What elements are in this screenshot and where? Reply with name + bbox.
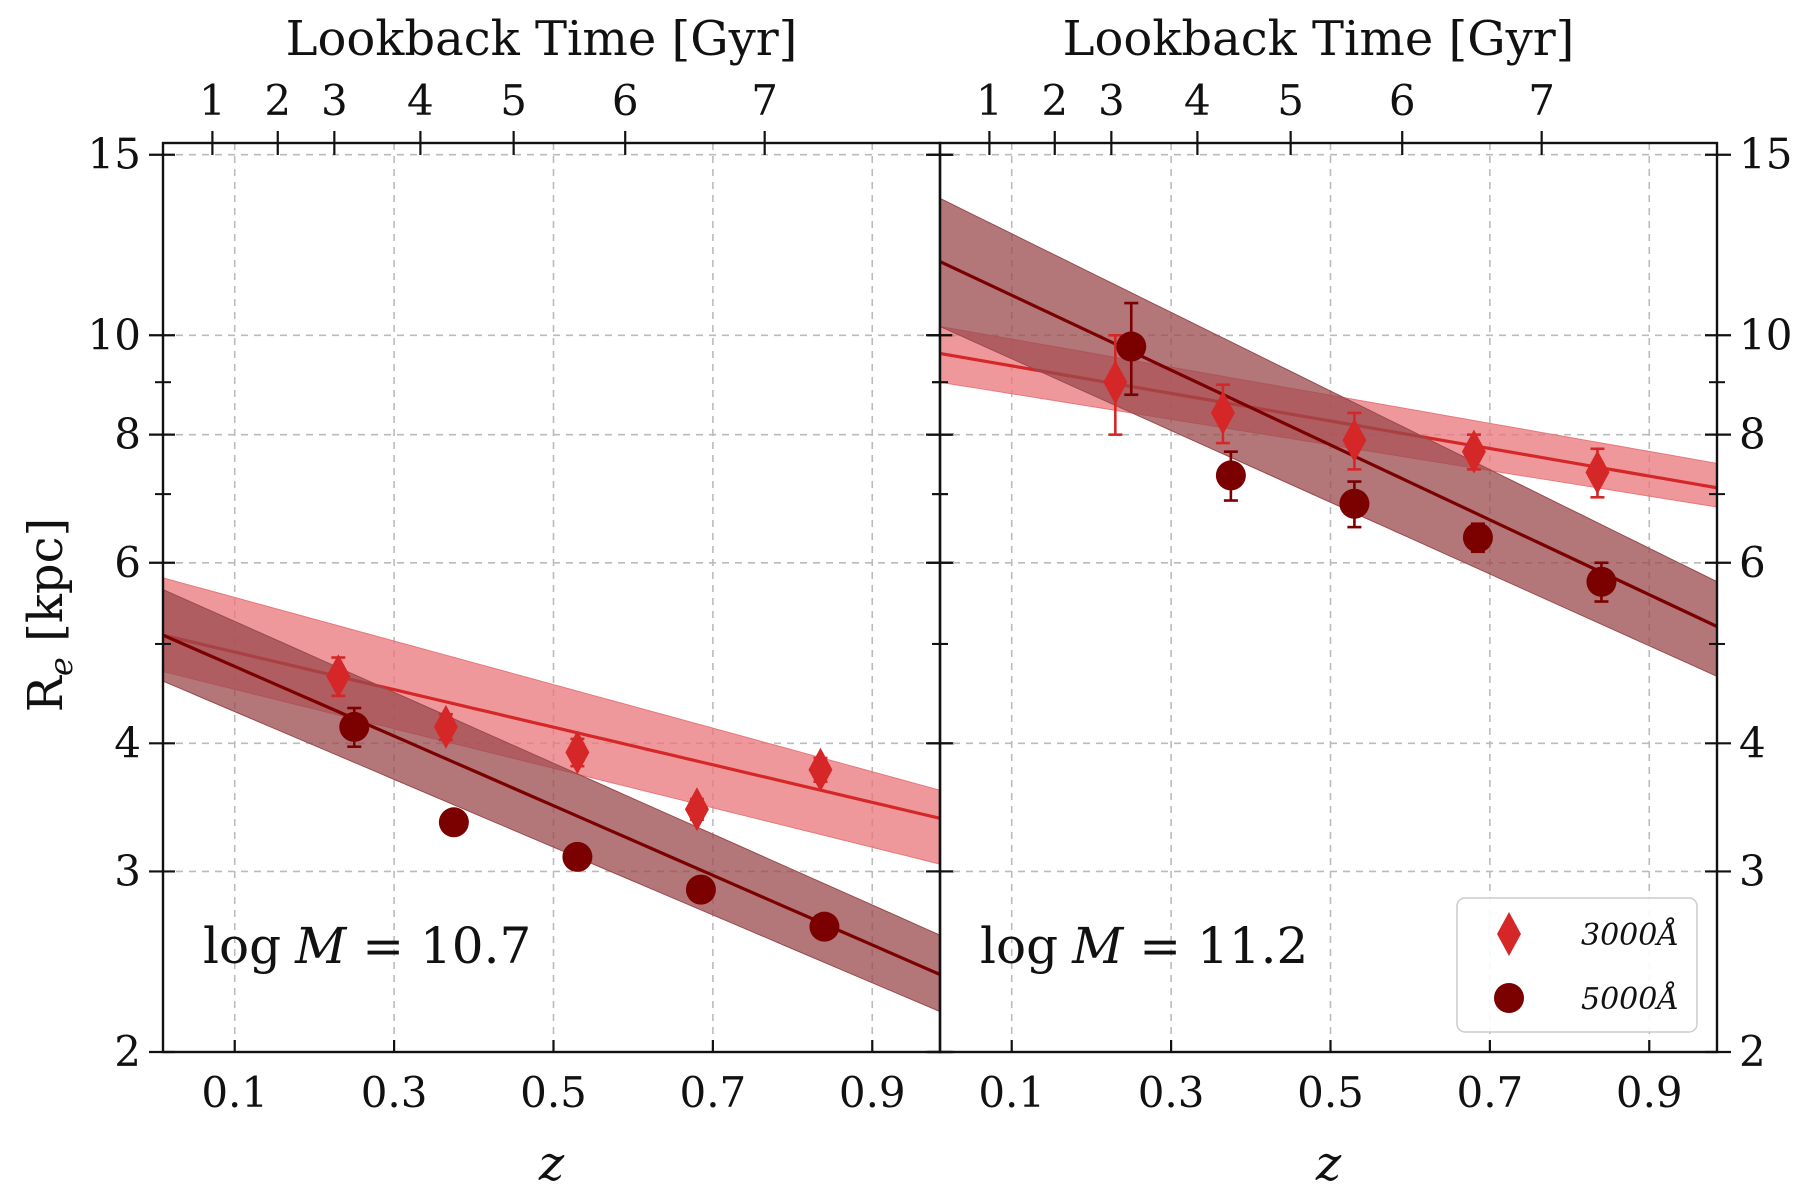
y-tick-label: 10	[88, 310, 141, 359]
data-point-diamond	[1342, 418, 1367, 463]
y-tick-label: 3	[114, 846, 141, 895]
mass-annotation-fn: log	[203, 917, 281, 975]
x-axis-bottom: 0.1 0.3 0.5 0.7 0.9 z	[201, 1040, 906, 1192]
data-point-circle	[809, 911, 840, 942]
data-point-circle	[438, 807, 469, 838]
x-tick-label: 0.3	[1138, 1068, 1205, 1117]
mass-annotation-value: = 10.7	[346, 917, 531, 975]
x-tick-label: 0.7	[679, 1068, 746, 1117]
top-tick-label: 3	[321, 76, 348, 125]
data-point-diamond	[1103, 360, 1128, 405]
x-tick-label: 0.5	[1297, 1068, 1364, 1117]
x-tick-label: 0.7	[1456, 1068, 1523, 1117]
data-point-circle	[339, 711, 370, 742]
y-tick-label: 4	[1739, 718, 1766, 767]
top-tick-label: 4	[1184, 76, 1211, 125]
data-point-diamond	[808, 747, 833, 792]
x-tick-label: 0.1	[201, 1068, 268, 1117]
series-5000	[1116, 301, 1617, 603]
data-point-diamond	[1585, 450, 1610, 495]
y-axis-label-main: R	[18, 674, 74, 712]
y-tick-label: 6	[114, 538, 141, 587]
series-3000	[1103, 333, 1610, 499]
y-tick-label: 3	[1739, 846, 1766, 895]
x-axis-bottom: 0.1 0.3 0.5 0.7 0.9 z	[978, 1040, 1683, 1192]
data-point-diamond	[433, 704, 458, 749]
top-tick-label: 5	[1277, 76, 1304, 125]
x-tick-label: 0.3	[361, 1068, 428, 1117]
x-tick-label: 0.9	[1616, 1068, 1683, 1117]
plot-area	[163, 577, 940, 1013]
data-point-circle	[1339, 488, 1370, 519]
top-tick-label: 5	[500, 76, 527, 125]
y-tick-label: 6	[1739, 538, 1766, 587]
x-axis-top: 1 2 3 4 5 6 7 Lookback Time [Gyr]	[199, 11, 797, 155]
confidence-band-5000	[163, 588, 940, 1013]
y-tick-label: 2	[1739, 1027, 1766, 1076]
data-point-circle	[1116, 331, 1147, 362]
data-point-circle	[1462, 522, 1493, 553]
y-axis-label: Re [kpc]	[18, 518, 80, 712]
y-tick-label: 15	[1739, 130, 1792, 179]
data-point-circle	[1586, 566, 1617, 597]
data-point-diamond	[1210, 390, 1235, 435]
y-tick-label: 4	[114, 718, 141, 767]
y-tick-label: 10	[1739, 310, 1792, 359]
top-tick-label: 1	[976, 76, 1003, 125]
mass-annotation: log M = 11.2	[980, 917, 1308, 975]
top-tick-label: 2	[1041, 76, 1068, 125]
top-tick-label: 7	[751, 76, 778, 125]
x-axis-label: z	[1315, 1136, 1342, 1192]
x-axis-top: 1 2 3 4 5 6 7 Lookback Time [Gyr]	[976, 11, 1574, 155]
top-tick-label: 1	[199, 76, 226, 125]
top-tick-label: 2	[264, 76, 291, 125]
data-point-circle	[685, 874, 716, 905]
top-tick-label: 3	[1098, 76, 1125, 125]
x-tick-label: 0.1	[978, 1068, 1045, 1117]
data-point-circle	[562, 841, 593, 872]
y-tick-label: 8	[114, 410, 141, 459]
y-tick-label: 2	[114, 1027, 141, 1076]
mass-annotation-var: M	[294, 917, 348, 975]
x-tick-label: 0.5	[520, 1068, 587, 1117]
y-axis-label-unit: [kpc]	[18, 518, 74, 657]
data-point-diamond	[684, 787, 709, 832]
mass-annotation-fn: log	[980, 917, 1058, 975]
mass-annotation: log M = 10.7	[203, 917, 531, 975]
data-point-diamond	[326, 654, 351, 699]
series-3000	[326, 654, 833, 832]
plot-frame	[938, 141, 1719, 1054]
data-point-diamond	[1461, 429, 1486, 474]
y-tick-label: 15	[88, 130, 141, 179]
data-point-circle	[1215, 460, 1246, 491]
top-tick-label: 4	[407, 76, 434, 125]
top-axis-label: Lookback Time [Gyr]	[286, 11, 798, 67]
confidence-band-5000	[940, 197, 1717, 677]
top-tick-label: 6	[1389, 76, 1416, 125]
legend-marker-diamond	[1497, 912, 1521, 956]
top-tick-label: 7	[1528, 76, 1555, 125]
plot-area	[940, 197, 1717, 677]
top-tick-label: 6	[612, 76, 639, 125]
x-tick-label: 0.9	[839, 1068, 906, 1117]
series-5000	[339, 706, 840, 942]
mass-annotation-value: = 11.2	[1123, 917, 1308, 975]
legend-label: 3000Å	[1581, 917, 1679, 953]
mass-annotation-var: M	[1071, 917, 1125, 975]
legend-label: 5000Å	[1581, 981, 1679, 1017]
y-tick-label: 8	[1739, 410, 1766, 459]
y-axis-label-subscript: e	[42, 657, 80, 676]
fit-line-5000	[163, 633, 940, 977]
legend-marker-circle	[1494, 983, 1524, 1013]
legend: 3000Å 5000Å	[1456, 897, 1698, 1033]
data-point-diamond	[565, 730, 590, 775]
x-axis-label: z	[538, 1136, 565, 1192]
y-axis: 2 3 4 6 8 10 15	[926, 130, 1792, 1076]
fit-line-5000	[940, 260, 1717, 628]
top-axis-label: Lookback Time [Gyr]	[1063, 11, 1575, 67]
y-axis: 2 3 4 6 8 10 15	[88, 130, 954, 1076]
